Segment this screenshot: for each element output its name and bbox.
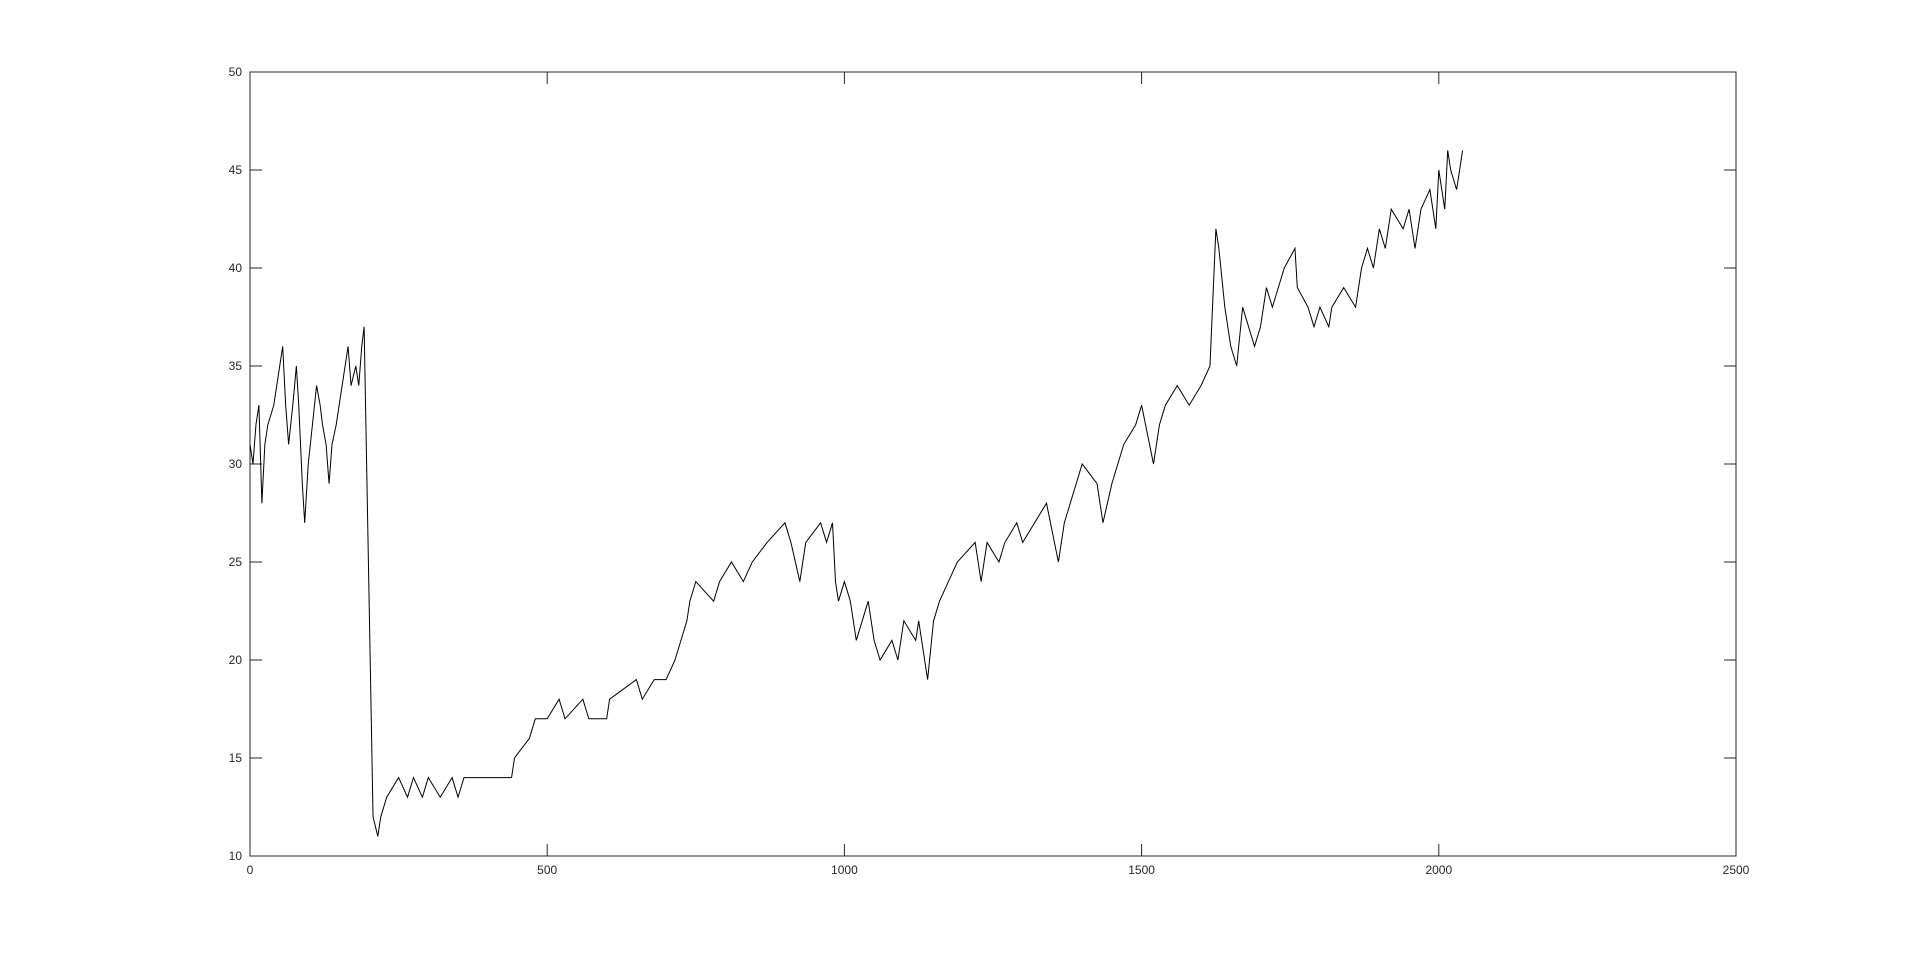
y-tick-label: 40 bbox=[229, 261, 243, 275]
y-tick-label: 35 bbox=[229, 359, 243, 373]
x-tick-label: 500 bbox=[537, 863, 557, 877]
x-tick-label: 2000 bbox=[1425, 863, 1452, 877]
y-tick-label: 30 bbox=[229, 457, 243, 471]
y-tick-label: 10 bbox=[229, 849, 243, 863]
y-tick-label: 15 bbox=[229, 751, 243, 765]
plot-area bbox=[249, 71, 1737, 857]
x-tick-label: 0 bbox=[247, 863, 254, 877]
y-tick-label: 50 bbox=[229, 65, 243, 79]
x-tick-label: 1500 bbox=[1128, 863, 1155, 877]
y-tick-label: 45 bbox=[229, 163, 243, 177]
y-tick-label: 20 bbox=[229, 653, 243, 667]
y-tick-label: 25 bbox=[229, 555, 243, 569]
x-tick-label: 1000 bbox=[831, 863, 858, 877]
x-tick-label: 2500 bbox=[1723, 863, 1750, 877]
data-line bbox=[249, 150, 1464, 837]
